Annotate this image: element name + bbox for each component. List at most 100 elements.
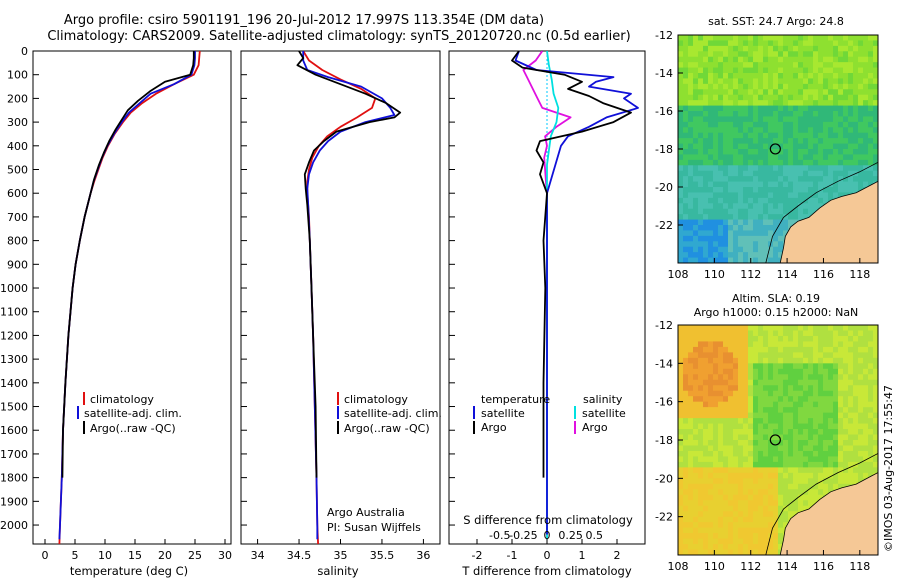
- map-cell: [783, 138, 789, 145]
- map-cell: [708, 450, 714, 458]
- map-cell: [703, 341, 709, 348]
- map-cell: [848, 450, 854, 458]
- map-cell: [758, 516, 764, 523]
- map-cell: [748, 143, 754, 150]
- map-cell: [713, 494, 719, 501]
- map-cell: [688, 208, 694, 215]
- map-cell: [718, 385, 724, 392]
- map-cell: [733, 235, 739, 242]
- map-cell: [868, 62, 874, 69]
- map-cell: [873, 401, 878, 408]
- map-cell: [813, 73, 819, 80]
- map-cell: [823, 418, 829, 425]
- map-cell: [718, 472, 724, 479]
- map-cell: [758, 478, 764, 485]
- map-cell: [713, 330, 719, 337]
- map-cell: [748, 489, 754, 496]
- map-cell: [708, 94, 714, 101]
- map-cell: [703, 51, 709, 58]
- map-cell: [833, 111, 839, 118]
- map-cell: [828, 456, 834, 463]
- map-cell: [703, 154, 709, 161]
- map-cell: [803, 341, 809, 348]
- map-cell: [863, 127, 869, 134]
- map-cell: [828, 192, 834, 199]
- map-cell: [763, 456, 769, 463]
- map-cell: [818, 105, 824, 112]
- map-cell: [803, 483, 809, 490]
- map-cell: [873, 132, 878, 139]
- map-cell: [753, 549, 759, 555]
- map-cell: [823, 341, 829, 348]
- map-cell: [768, 346, 774, 353]
- map-cell: [723, 56, 729, 63]
- map-cell: [803, 35, 809, 42]
- map-cell: [743, 489, 749, 496]
- map-cell: [728, 45, 734, 52]
- map-cell: [768, 390, 774, 397]
- map-cell: [753, 203, 759, 210]
- map-cell: [828, 357, 834, 364]
- map-cell: [818, 170, 824, 177]
- map-cell: [823, 94, 829, 101]
- map-cell: [738, 241, 744, 248]
- map-cell: [768, 478, 774, 485]
- map-cell: [708, 483, 714, 490]
- map-cell: [728, 230, 734, 237]
- x-tick-label: 30: [218, 549, 232, 562]
- map-cell: [708, 252, 714, 259]
- map-cell: [708, 522, 714, 529]
- map-cell: [718, 45, 724, 52]
- map-cell: [708, 116, 714, 123]
- map-cell: [678, 467, 684, 474]
- map-cell: [838, 181, 844, 188]
- map-cell: [833, 461, 839, 468]
- map-cell: [823, 445, 829, 452]
- map-cell: [748, 197, 754, 204]
- map-cell: [678, 225, 684, 232]
- map-cell: [818, 440, 824, 447]
- map-cell: [703, 325, 709, 332]
- map-cell: [838, 445, 844, 452]
- map-cell: [828, 45, 834, 52]
- map-cell: [728, 62, 734, 69]
- map-cell: [803, 467, 809, 474]
- depth-tick-label: 300: [7, 116, 28, 129]
- map-cell: [773, 83, 779, 90]
- map-cell: [813, 434, 819, 441]
- map-cell: [858, 138, 864, 145]
- map-cell: [713, 522, 719, 529]
- map-cell: [823, 325, 829, 332]
- map-cell: [738, 51, 744, 58]
- map-cell: [708, 330, 714, 337]
- map-cell: [773, 40, 779, 47]
- map-cell: [793, 368, 799, 375]
- map-cell: [703, 100, 709, 107]
- map-cell: [778, 483, 784, 490]
- map-cell: [813, 116, 819, 123]
- map-cell: [868, 330, 874, 337]
- map-cell: [718, 51, 724, 58]
- map-cell: [868, 83, 874, 90]
- map-cell: [793, 62, 799, 69]
- map-cell: [783, 390, 789, 397]
- map-cell: [743, 62, 749, 69]
- map-cell: [748, 456, 754, 463]
- map-cell: [783, 51, 789, 58]
- map-cell: [683, 346, 689, 353]
- map-cell: [713, 357, 719, 364]
- map-cell: [838, 78, 844, 85]
- map-cell: [848, 357, 854, 364]
- legend-label-satellite: satellite-adj. clim.: [344, 407, 442, 420]
- credit-label: Argo Australia: [327, 506, 405, 519]
- map-cell: [773, 330, 779, 337]
- map-cell: [828, 483, 834, 490]
- map-cell: [748, 241, 754, 248]
- map-cell: [733, 385, 739, 392]
- map-cell: [698, 94, 704, 101]
- map-cell: [693, 127, 699, 134]
- map-cell: [768, 522, 774, 529]
- map-cell: [788, 401, 794, 408]
- map-cell: [768, 159, 774, 166]
- map-cell: [813, 357, 819, 364]
